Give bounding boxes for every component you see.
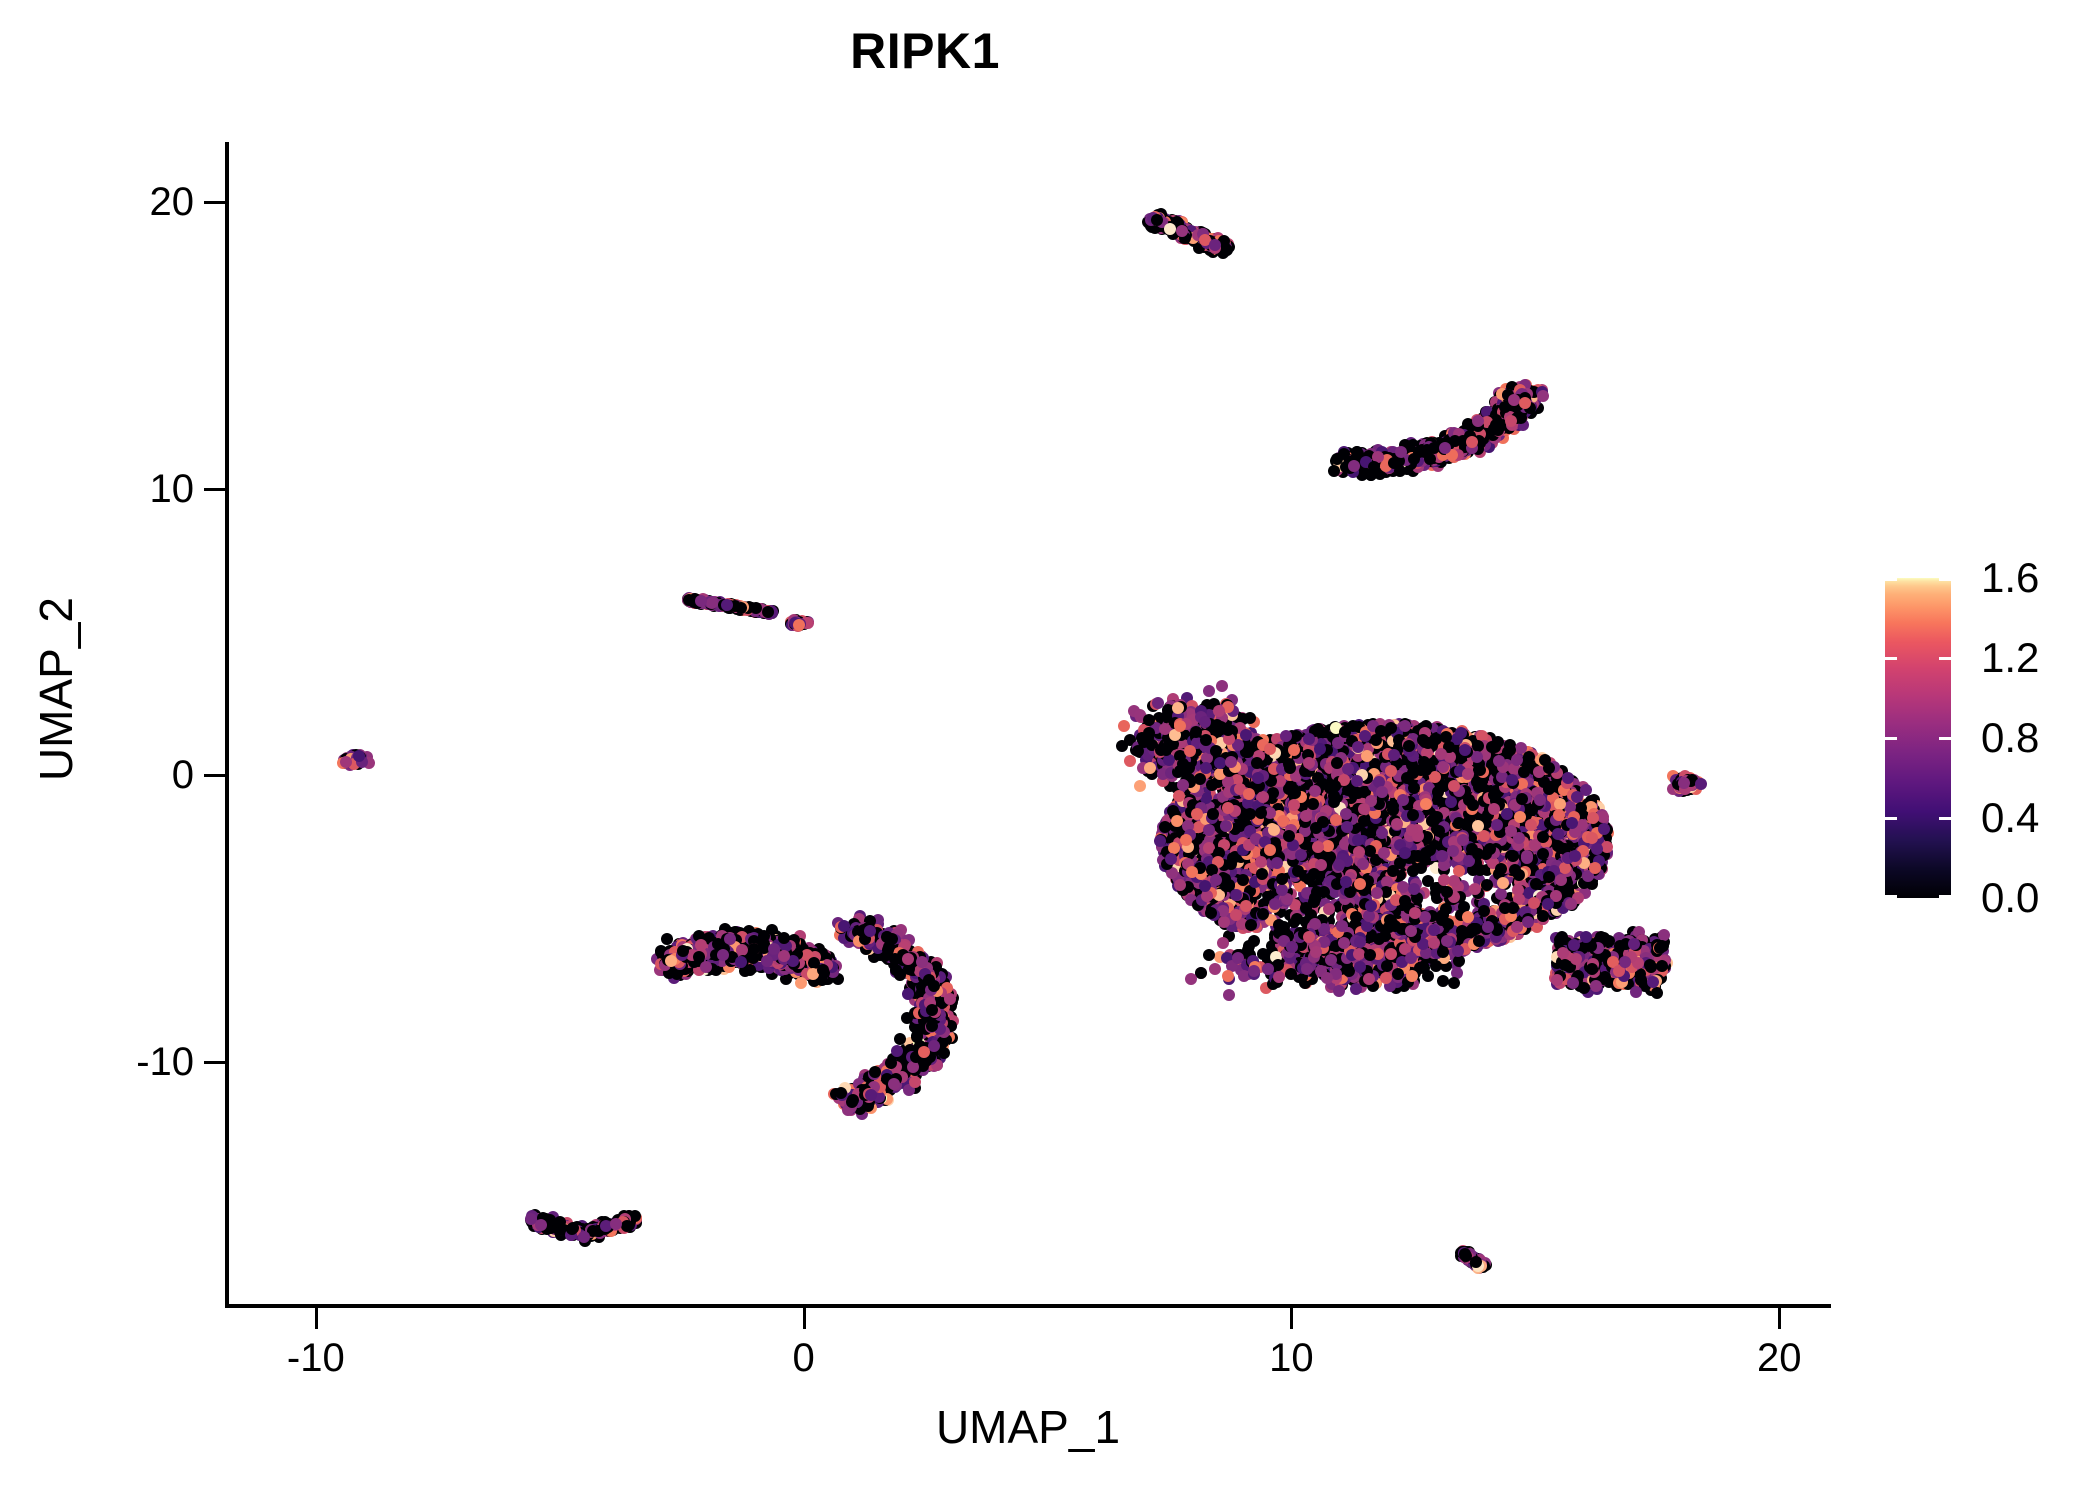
scatter-point bbox=[1208, 239, 1221, 252]
scatter-point bbox=[1438, 442, 1451, 455]
y-axis-spine bbox=[225, 142, 229, 1308]
scatter-point bbox=[1489, 418, 1502, 431]
scatter-point bbox=[694, 594, 707, 607]
scatter-point bbox=[1424, 452, 1437, 465]
scatter-point bbox=[1393, 464, 1406, 477]
scatter-point bbox=[352, 750, 365, 763]
scatter-point bbox=[734, 602, 747, 615]
scatter-point bbox=[1118, 720, 1131, 733]
scatter-point bbox=[1518, 397, 1531, 410]
scatter-point bbox=[1176, 224, 1188, 237]
scatter-point bbox=[1208, 962, 1221, 975]
scatter-point bbox=[1427, 441, 1440, 454]
x-axis-spine bbox=[225, 1304, 1831, 1308]
scatter-point bbox=[749, 602, 762, 614]
scatter-point bbox=[339, 756, 352, 768]
scatter-point bbox=[1536, 390, 1549, 403]
scatter-point bbox=[1351, 445, 1364, 458]
scatter-point bbox=[762, 605, 775, 618]
scatter-point bbox=[1466, 435, 1479, 448]
page-title: RIPK1 bbox=[850, 23, 1000, 79]
scatter-point bbox=[1505, 414, 1518, 427]
scatter-points-layer bbox=[228, 145, 1828, 1305]
